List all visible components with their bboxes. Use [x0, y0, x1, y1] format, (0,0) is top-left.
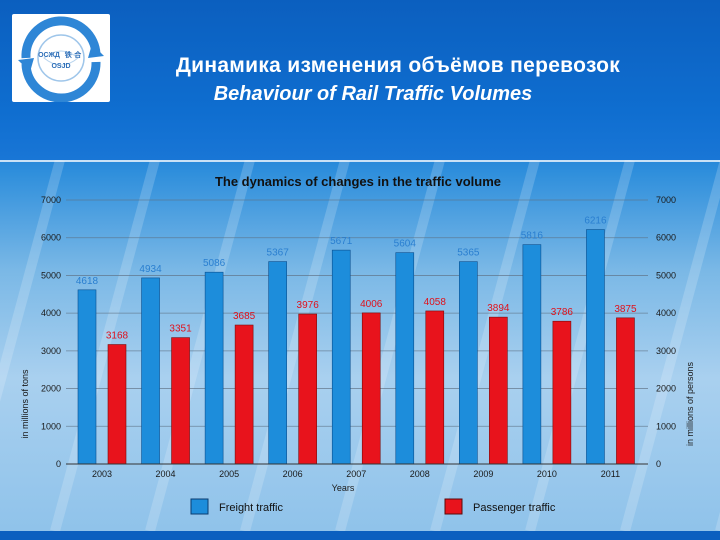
footer-bar	[0, 531, 720, 540]
y-tick-right: 5000	[656, 270, 676, 280]
x-tick: 2003	[92, 469, 112, 479]
y-axis-left: 0 1000 2000 3000 4000 5000 6000 7000	[41, 195, 61, 469]
y-tick-left: 5000	[41, 270, 61, 280]
passenger-value-label: 3168	[106, 331, 129, 342]
title-ru: Динамика изменения объёмов перевозок	[175, 54, 621, 77]
x-axis: 2003 2004 2005 2006 2007 2008 2009 2010 2011	[66, 463, 648, 479]
y-tick-left: 2000	[41, 384, 61, 394]
freight-value-label: 6216	[584, 216, 607, 227]
legend-freight-label: Freight traffic	[219, 502, 283, 514]
freight-value-label: 5365	[457, 248, 480, 259]
freight-bar	[331, 249, 351, 465]
x-tick: 2008	[410, 469, 430, 479]
y-tick-right: 0	[656, 459, 661, 469]
freight-value-label: 5604	[394, 239, 417, 250]
osjd-logo: ОСЖД 铁 合 OSJD	[12, 14, 110, 102]
passenger-value-label: 3351	[169, 324, 192, 335]
logo-ring-arrow-bottom	[21, 61, 101, 102]
freight-value-label: 4618	[76, 276, 99, 287]
passenger-bar	[171, 337, 190, 465]
passenger-value-label: 4058	[424, 297, 447, 308]
freight-value-label: 5671	[330, 236, 353, 247]
passenger-bar	[298, 313, 317, 465]
passenger-value-label: 3894	[487, 303, 510, 314]
x-tick: 2006	[283, 469, 303, 479]
passenger-bar	[616, 317, 635, 465]
freight-bar	[141, 277, 160, 465]
legend-passenger-swatch	[444, 498, 463, 515]
passenger-value-label: 4006	[360, 299, 383, 310]
passenger-value-label: 3685	[233, 311, 256, 322]
freight-bar	[522, 244, 542, 465]
y-tick-right: 2000	[656, 384, 676, 394]
y-axis-left-label: in millions of tons	[20, 369, 30, 439]
y-tick-right: 4000	[656, 308, 676, 318]
freight-value-label: 4934	[139, 264, 162, 275]
x-tick: 2010	[537, 469, 557, 479]
passenger-value-label: 3786	[551, 307, 574, 318]
freight-bar	[459, 261, 478, 465]
y-tick-right: 6000	[656, 233, 676, 243]
background-rail-pattern	[0, 160, 720, 531]
legend: Freight traffic Passenger traffic	[190, 498, 556, 515]
passenger-bar	[489, 316, 508, 465]
passenger-bar	[361, 312, 381, 465]
y-tick-left: 0	[56, 459, 61, 469]
header: ОСЖД 铁 合 OSJD Динамика изменения объёмов…	[0, 0, 720, 160]
freight-bar	[77, 289, 97, 465]
y-tick-left: 7000	[41, 195, 61, 205]
logo-text-bottom: OSJD	[51, 63, 70, 70]
y-tick-right: 3000	[656, 346, 676, 356]
freight-bar	[204, 271, 224, 465]
y-tick-left: 1000	[41, 421, 61, 431]
x-tick: 2011	[601, 469, 620, 479]
y-tick-left: 4000	[41, 308, 61, 318]
passenger-bar	[552, 320, 572, 465]
passenger-bar	[234, 324, 254, 465]
y-axis-right: 0 1000 2000 3000 4000 5000 6000 7000	[656, 195, 676, 469]
y-tick-left: 3000	[41, 346, 61, 356]
freight-bar	[586, 229, 605, 465]
traffic-volume-chart: The dynamics of changes in the traffic v…	[0, 160, 720, 531]
y-tick-left: 6000	[41, 233, 61, 243]
y-tick-right: 1000	[656, 421, 676, 431]
x-tick: 2009	[473, 469, 493, 479]
bars: 4618 3168 4934 3351 5086 3685 5367 3976 5671 4006…	[76, 216, 637, 465]
freight-value-label: 5367	[267, 248, 290, 259]
freight-value-label: 5816	[521, 231, 544, 242]
chart-title: The dynamics of changes in the traffic v…	[215, 174, 501, 189]
freight-bar	[268, 261, 287, 465]
x-axis-label: Years	[332, 483, 355, 493]
freight-bar	[395, 252, 415, 465]
passenger-bar	[425, 310, 445, 465]
x-tick: 2004	[156, 469, 176, 479]
legend-freight-swatch	[190, 498, 209, 515]
passenger-bar	[107, 344, 127, 465]
title-en: Behaviour of Rail Traffic Volumes	[213, 83, 533, 105]
x-tick: 2005	[219, 469, 239, 479]
header-divider	[0, 160, 720, 162]
legend-passenger-label: Passenger traffic	[473, 502, 556, 514]
logo-ring-arrow-top	[21, 16, 101, 59]
logo-text-left: ОСЖД	[38, 52, 60, 59]
y-tick-right: 7000	[656, 195, 676, 205]
logo-text-right: 铁 合	[65, 50, 82, 59]
passenger-value-label: 3976	[297, 300, 320, 311]
passenger-value-label: 3875	[614, 304, 637, 315]
freight-value-label: 5086	[203, 258, 226, 269]
y-axis-right-label: in millions of persons	[685, 361, 695, 446]
x-tick: 2007	[346, 469, 366, 479]
